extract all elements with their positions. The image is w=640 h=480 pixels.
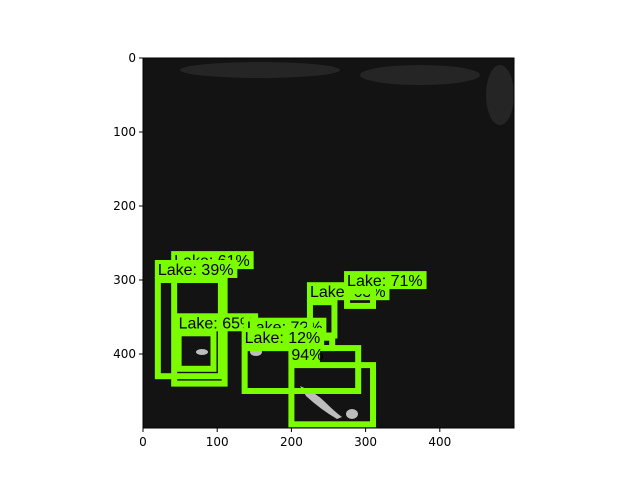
x-tick-label: 100 xyxy=(206,435,229,449)
detection-label: Lake: 12% xyxy=(245,330,321,347)
x-axis: 0 100 200 300 400 xyxy=(139,428,451,449)
detection-label: Lake: 65% xyxy=(179,315,255,332)
y-axis: 0 100 200 300 400 xyxy=(113,51,143,361)
axes-frame xyxy=(142,57,515,429)
detection-box xyxy=(344,288,377,309)
image-texture xyxy=(180,62,514,125)
detections-layer: Lake: 61%Lake: 39%Lake: 65%Lake: 7?%Lake… xyxy=(154,251,427,428)
x-tick-label: 300 xyxy=(354,435,377,449)
x-tick-label: 200 xyxy=(280,435,303,449)
x-tick-label: 400 xyxy=(428,435,451,449)
detection-label-bg xyxy=(344,271,427,290)
detection-box xyxy=(175,330,217,372)
detection-label-bg xyxy=(175,313,259,332)
detection-label: Lake: 39% xyxy=(158,262,234,279)
y-tick-label: 300 xyxy=(113,273,136,287)
satellite-image xyxy=(143,58,514,428)
y-tick-label: 0 xyxy=(128,51,136,65)
detection-box xyxy=(288,362,377,428)
x-tick-label: 0 xyxy=(139,435,147,449)
detection-label-bg xyxy=(241,328,325,347)
detection-label: 94% xyxy=(291,347,323,364)
y-tick-label: 100 xyxy=(113,125,136,139)
y-tick-label: 200 xyxy=(113,199,136,213)
detection-label-bg xyxy=(288,345,320,364)
y-tick-label: 400 xyxy=(113,347,136,361)
detection-label: Lake: 71% xyxy=(347,273,423,290)
detection-label-bg xyxy=(154,260,238,278)
